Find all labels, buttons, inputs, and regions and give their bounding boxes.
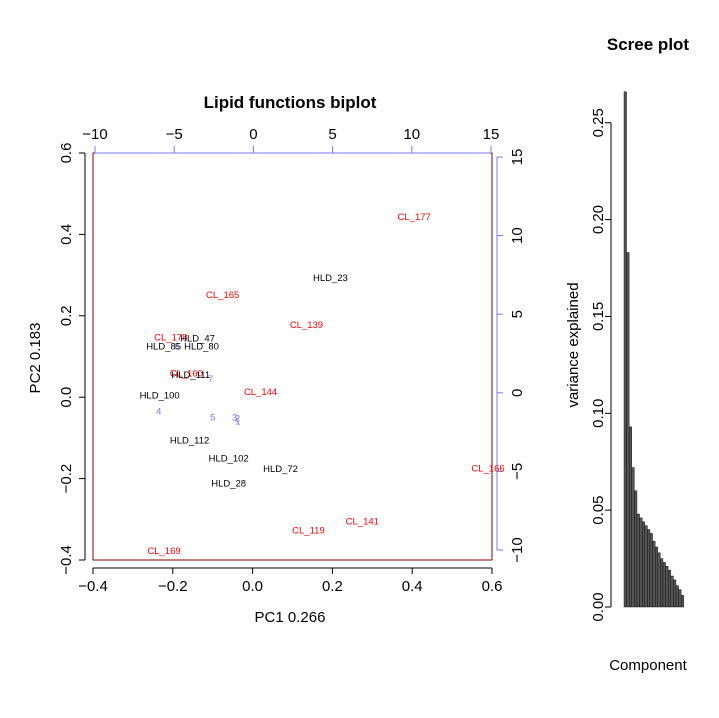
- loading-label: 6: [174, 341, 179, 352]
- scree-title: Scree plot: [607, 35, 690, 54]
- scree-bar: [681, 595, 684, 608]
- sample-label: HLD_112: [170, 436, 209, 447]
- scree-y-tick-label: 0.05: [590, 496, 607, 525]
- loading-label: 1: [235, 417, 240, 428]
- biplot-secondary-x-axis: −10 −5 0 5 10 15: [82, 126, 500, 154]
- scree-y-tick-label: 0.15: [590, 302, 607, 331]
- sample-label: CL_166: [471, 463, 504, 474]
- sample-label: HLD_100: [140, 391, 180, 402]
- scree-panel: Scree plot 0.00 0.05 0.10 0.15 0.20 0.25 Comp…: [565, 35, 689, 674]
- scree-bar: [652, 540, 656, 608]
- top-tick-label: 0: [249, 126, 257, 143]
- right-tick-label: 0: [509, 389, 526, 397]
- scree-x-label: Component: [609, 657, 687, 674]
- scree-bar: [668, 569, 671, 608]
- scree-bar: [657, 552, 661, 608]
- scree-bar: [649, 533, 653, 608]
- scree-bar: [634, 490, 638, 608]
- sample-label: HLD_47: [180, 334, 215, 345]
- sample-label: CL_160: [170, 369, 203, 380]
- scree-y-tick-label: 0.00: [590, 592, 607, 621]
- biplot-title: Lipid functions biplot: [204, 93, 377, 112]
- right-tick-label: −5: [509, 463, 526, 480]
- scree-y-tick-label: 0.25: [590, 108, 607, 137]
- sample-label: HLD_85: [146, 341, 181, 352]
- right-tick-label: −10: [509, 537, 526, 562]
- y-tick-label: 0.2: [58, 305, 75, 326]
- x-tick-label: 0.6: [482, 578, 503, 595]
- loading-label: 5: [210, 413, 215, 424]
- sample-label: HLD_111: [171, 370, 210, 381]
- scree-y-tick-label: 0.10: [590, 399, 607, 428]
- top-tick-label: −5: [166, 126, 183, 143]
- scree-bar: [670, 575, 674, 608]
- biplot-plot-area: [92, 152, 493, 561]
- sample-label: HLD_72: [263, 464, 298, 475]
- scree-bar: [644, 525, 648, 608]
- scree-bar: [662, 562, 666, 608]
- scree-bar: [675, 585, 679, 608]
- x-tick-label: −0.2: [158, 578, 188, 595]
- top-tick-label: 15: [483, 126, 500, 143]
- sample-label: CL_165: [206, 290, 239, 301]
- biplot-secondary-y-axis: −10 −5 0 5 10 15: [496, 149, 526, 563]
- sample-labels: CL_177HLD_23CL_165CL_139CL_178HLD_47HLD_…: [140, 212, 505, 557]
- biplot-y-axis: −0.4 −0.2 0.0 0.2 0.4 0.6: [58, 143, 86, 575]
- scree-bar: [639, 517, 643, 608]
- scree-bar: [660, 558, 664, 608]
- scree-bar: [642, 521, 645, 608]
- x-tick-label: 0.2: [322, 578, 343, 595]
- loading-label: 3: [232, 413, 237, 424]
- sample-label: HLD_23: [313, 273, 348, 284]
- scree-bar: [626, 252, 630, 608]
- scree-bar: [631, 467, 635, 608]
- scree-bar: [636, 513, 640, 608]
- x-tick-label: 0.4: [402, 578, 423, 595]
- sample-label: CL_144: [244, 387, 277, 398]
- x-tick-label: −0.4: [78, 578, 108, 595]
- scree-bar: [665, 566, 669, 608]
- y-tick-label: 0.6: [58, 143, 75, 164]
- sample-label: HLD_102: [209, 453, 249, 464]
- y-tick-label: −0.4: [58, 545, 75, 575]
- scree-bar: [655, 546, 658, 608]
- x-tick-label: 0.0: [242, 578, 263, 595]
- scree-y-label: variance explained: [565, 282, 582, 407]
- biplot-y-label: PC2 0.183: [27, 323, 44, 394]
- scree-bar: [647, 529, 651, 608]
- biplot-x-label: PC1 0.266: [255, 609, 326, 626]
- sample-label: CL_141: [346, 516, 379, 527]
- y-tick-label: 0.4: [58, 224, 75, 245]
- top-tick-label: −10: [82, 126, 107, 143]
- loading-label: 7: [208, 374, 213, 385]
- biplot-frame: [92, 152, 493, 561]
- sample-label: CL_177: [398, 212, 431, 223]
- scree-y-tick-label: 0.20: [590, 205, 607, 234]
- sample-label: CL_178: [154, 332, 187, 343]
- scree-bar: [629, 426, 632, 608]
- scree-bars: [623, 91, 684, 608]
- sample-label: CL_169: [147, 546, 180, 557]
- biplot-x-axis: −0.4 −0.2 0.0 0.2 0.4 0.6: [78, 567, 503, 595]
- y-tick-label: 0.0: [58, 387, 75, 408]
- biplot-panel: Lipid functions biplot −0.4 −0.2 0.0 0.2 0.4…: [27, 93, 526, 626]
- sample-label: CL_119: [292, 525, 325, 536]
- loading-labels: 4 5 321 6 7: [156, 341, 240, 427]
- scree-y-axis: 0.00 0.05 0.10 0.15 0.20 0.25: [590, 108, 612, 622]
- top-tick-label: 10: [403, 126, 420, 143]
- top-tick-label: 5: [328, 126, 336, 143]
- sample-label: HLD_80: [184, 341, 219, 352]
- right-tick-label: 5: [509, 310, 526, 318]
- scree-bar: [623, 91, 627, 608]
- right-tick-label: 15: [509, 149, 526, 166]
- sample-label: HLD_28: [211, 478, 246, 489]
- scree-bar: [678, 589, 682, 608]
- right-tick-label: 10: [509, 227, 526, 244]
- loading-label: 4: [156, 406, 161, 417]
- scree-bar: [673, 579, 677, 608]
- loading-label: 2: [235, 413, 240, 424]
- sample-label: CL_139: [290, 320, 323, 331]
- y-tick-label: −0.2: [58, 464, 75, 494]
